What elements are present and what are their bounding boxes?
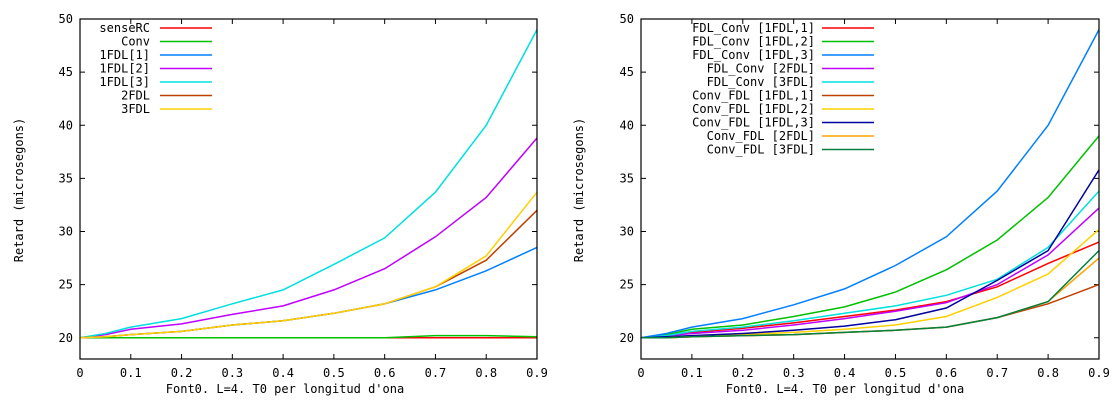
- legend-label: Conv_FDL [1FDL,3]: [692, 116, 815, 130]
- legend-label: FDL_Conv [3FDL]: [707, 75, 815, 89]
- series-line-10: [641, 250, 1100, 339]
- series-line-4: [79, 137, 538, 339]
- y-tick-label: 20: [620, 331, 634, 345]
- legend-label: FDL_Conv [1FDL,3]: [692, 48, 815, 62]
- x-tick-label: 0.8: [1037, 366, 1059, 380]
- y-tick-label: 30: [620, 225, 634, 239]
- y-tick-label: 40: [620, 118, 634, 132]
- legend-label: 3FDL: [121, 102, 150, 116]
- series-line-5: [640, 190, 1100, 339]
- legend-label: Conv_FDL [1FDL,2]: [692, 102, 815, 116]
- x-tick-label: 0.8: [475, 366, 497, 380]
- legend-label: senseRC: [99, 21, 150, 35]
- legend-label: 1FDL[3]: [99, 75, 150, 89]
- x-axis-label: Font0. L=4. T0 per longitud d'ona: [726, 382, 964, 396]
- y-tick-label: 25: [620, 278, 634, 292]
- x-tick-label: 0.1: [681, 366, 703, 380]
- x-tick-label: 0.3: [221, 366, 243, 380]
- x-tick-label: 0.9: [1088, 366, 1110, 380]
- y-tick-label: 25: [59, 278, 73, 292]
- y-tick-label: 30: [59, 225, 73, 239]
- x-tick-label: 0.9: [526, 366, 548, 380]
- legend-label: Conv: [121, 35, 150, 49]
- x-tick-label: 0: [637, 366, 644, 380]
- x-tick-label: 0.2: [732, 366, 754, 380]
- series-line-2: [640, 135, 1100, 339]
- series-line-7: [79, 191, 538, 339]
- y-axis-label: Retard (microsegons): [572, 118, 586, 263]
- x-tick-label: 0.4: [834, 366, 856, 380]
- series-line-4: [640, 207, 1100, 339]
- x-tick-label: 0.4: [272, 366, 294, 380]
- x-tick-label: 0.2: [171, 366, 193, 380]
- series-line-7: [641, 228, 1100, 339]
- x-tick-label: 0.7: [425, 366, 447, 380]
- y-tick-label: 35: [620, 171, 634, 185]
- series-line-3: [640, 29, 1100, 339]
- chart-left: Retard (microsegons) Font0. L=4. T0 per …: [12, 12, 548, 396]
- y-tick-label: 40: [59, 118, 73, 132]
- legend-label: Conv_FDL [1FDL,1]: [692, 89, 815, 103]
- legend-label: Conv_FDL [2FDL]: [707, 129, 815, 143]
- plot-frame: [640, 18, 1100, 360]
- x-tick-label: 0: [76, 366, 83, 380]
- series-line-8: [640, 169, 1100, 339]
- y-axis-label: Retard (microsegons): [12, 118, 26, 263]
- legend-label: FDL_Conv [2FDL]: [707, 62, 815, 76]
- x-axis-label: Font0. L=4. T0 per longitud d'ona: [166, 382, 404, 396]
- y-tick-label: 45: [59, 65, 73, 79]
- series-line-9: [641, 257, 1100, 339]
- legend-label: 1FDL[1]: [99, 48, 150, 62]
- chart-right: Retard (microsegons) Font0. L=4. T0 per …: [572, 12, 1110, 396]
- x-tick-label: 0.5: [323, 366, 345, 380]
- y-tick-label: 20: [59, 331, 73, 345]
- series-line-2: [80, 334, 538, 339]
- plot-frame: [79, 18, 538, 360]
- legend-label: 2FDL: [121, 89, 150, 103]
- y-tick-label: 50: [620, 12, 634, 26]
- y-tick-label: 50: [59, 12, 73, 26]
- series-line-6: [79, 209, 538, 339]
- x-tick-label: 0.7: [986, 366, 1008, 380]
- x-tick-label: 0.5: [885, 366, 907, 380]
- x-tick-label: 0.6: [935, 366, 957, 380]
- legend-label: FDL_Conv [1FDL,1]: [692, 21, 815, 35]
- y-tick-label: 35: [59, 171, 73, 185]
- series-line-5: [79, 29, 538, 339]
- x-tick-label: 0.6: [374, 366, 396, 380]
- legend-label: FDL_Conv [1FDL,2]: [692, 35, 815, 49]
- x-tick-label: 0.1: [120, 366, 142, 380]
- x-tick-label: 0.3: [783, 366, 805, 380]
- legend-label: Conv_FDL [3FDL]: [707, 143, 815, 157]
- y-tick-label: 45: [620, 65, 634, 79]
- legend-label: 1FDL[2]: [99, 62, 150, 76]
